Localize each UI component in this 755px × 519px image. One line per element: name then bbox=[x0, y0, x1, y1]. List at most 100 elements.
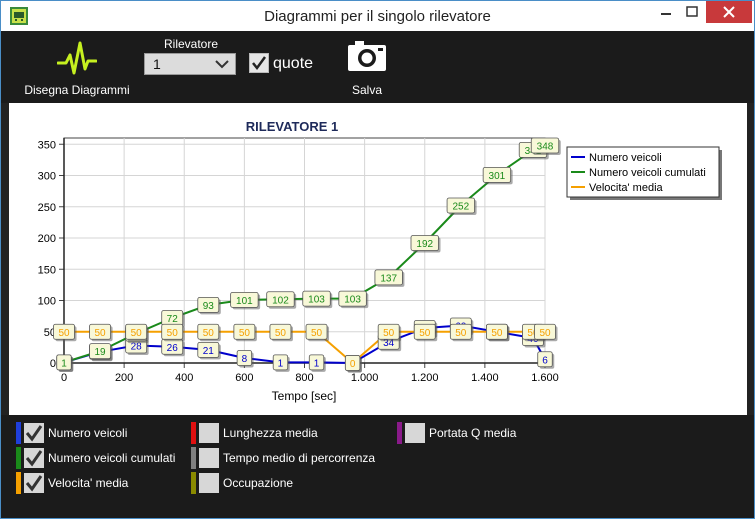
data-label-box bbox=[56, 354, 72, 371]
data-label: 1 bbox=[308, 354, 326, 372]
rilevatore-select[interactable]: 1 bbox=[144, 53, 236, 75]
data-label-text: 103 bbox=[344, 295, 361, 306]
save-button[interactable]: Salva bbox=[339, 35, 395, 99]
checkmark-icon bbox=[25, 450, 43, 467]
series-toggle-checkbox[interactable] bbox=[199, 473, 219, 493]
series-color-bar bbox=[191, 422, 196, 444]
data-label-text: 1 bbox=[314, 358, 320, 369]
draw-diagrams-label: Disegna Diagrammi bbox=[24, 83, 130, 97]
data-label-text: 26 bbox=[167, 343, 179, 354]
data-label: 50 bbox=[377, 323, 402, 342]
data-label-text: 19 bbox=[95, 347, 107, 358]
series-toggle-label: Tempo medio di percorrenza bbox=[223, 451, 376, 465]
chart-legend: Numero veicoli Numero veicoli cumulati Vel… bbox=[566, 146, 722, 200]
data-label: 137 bbox=[374, 269, 405, 287]
data-label: 50 bbox=[197, 323, 221, 342]
close-icon bbox=[723, 6, 735, 18]
data-label-text: 137 bbox=[380, 273, 397, 284]
chart-title: RILEVATORE 1 bbox=[246, 119, 338, 134]
data-label-box bbox=[233, 323, 256, 340]
app-icon bbox=[10, 7, 28, 25]
data-label: 50 bbox=[305, 323, 330, 342]
data-label: 26 bbox=[161, 338, 185, 357]
data-label: 50 bbox=[125, 323, 149, 342]
series-toggle-checkbox[interactable] bbox=[405, 423, 425, 443]
data-label: 101 bbox=[230, 291, 261, 310]
series-toggle-checkbox[interactable] bbox=[24, 473, 44, 493]
series-toggle-checkbox[interactable] bbox=[24, 423, 44, 443]
legend-box bbox=[566, 146, 720, 198]
data-label: 50 bbox=[53, 323, 77, 342]
data-label: 192 bbox=[410, 235, 441, 253]
toolbar: Disegna Diagrammi Rilevatore 1 quote Sal… bbox=[1, 31, 754, 103]
data-label-text: 1 bbox=[61, 358, 67, 369]
window-title: Diagrammi per il singolo rilevatore bbox=[264, 8, 491, 25]
series-color-bar bbox=[191, 472, 196, 494]
y-tick-label: 50 bbox=[44, 327, 56, 339]
y-tick-label: 0 bbox=[50, 358, 56, 370]
data-label: 103 bbox=[302, 290, 333, 309]
data-label-box bbox=[344, 355, 361, 371]
data-label-text: 103 bbox=[308, 295, 325, 306]
data-label-text: 21 bbox=[203, 346, 215, 357]
data-label-text: 93 bbox=[203, 301, 215, 312]
axis-layer: 0 200 400 600 800 1.000 1.200 1.400 1.600 0 50 100 1… bbox=[38, 138, 559, 384]
data-label-text: 192 bbox=[416, 239, 433, 250]
data-label-text: 50 bbox=[203, 328, 215, 339]
series-color-bar bbox=[191, 447, 196, 469]
data-label: 50 bbox=[269, 323, 293, 342]
data-label-text: 0 bbox=[350, 359, 356, 370]
data-label-text: 252 bbox=[452, 202, 469, 213]
data-label: 0 bbox=[344, 355, 362, 373]
series-color-bar bbox=[16, 472, 21, 494]
y-tick-label: 250 bbox=[38, 202, 56, 214]
data-label: 252 bbox=[446, 197, 477, 215]
data-label-text: 50 bbox=[275, 328, 287, 339]
data-label: 301 bbox=[482, 166, 513, 185]
close-button[interactable] bbox=[706, 1, 752, 23]
x-tick-label: 1.400 bbox=[471, 372, 499, 384]
data-label: 50 bbox=[485, 323, 510, 342]
data-label: 50 bbox=[534, 323, 558, 342]
data-label-text: 8 bbox=[242, 354, 248, 365]
data-label-box bbox=[302, 290, 331, 307]
data-label-text: 301 bbox=[489, 171, 506, 182]
data-label-box bbox=[449, 323, 472, 340]
title-bar: Diagrammi per il singolo rilevatore bbox=[1, 1, 754, 31]
chart-svg: 0 200 400 600 800 1.000 1.200 1.400 1.600 0 50 100 1… bbox=[38, 119, 722, 403]
series-toggle-item[interactable]: Velocita' media bbox=[16, 472, 206, 494]
data-label-box bbox=[89, 343, 111, 360]
legend-label: Velocita' media bbox=[589, 182, 664, 194]
data-label-text: 50 bbox=[455, 328, 467, 339]
series-toggle-item[interactable]: Tempo medio di percorrenza bbox=[191, 447, 381, 469]
data-label-text: 72 bbox=[167, 314, 179, 325]
series-toggle-checkbox[interactable] bbox=[24, 448, 44, 468]
quote-checkbox[interactable] bbox=[249, 53, 269, 73]
series-toggle-item[interactable]: Lunghezza media bbox=[191, 422, 381, 444]
series-toggle-item[interactable]: Occupazione bbox=[191, 472, 381, 494]
data-label-box bbox=[413, 323, 436, 340]
data-label-box bbox=[197, 341, 220, 358]
x-tick-label: 0 bbox=[61, 372, 67, 384]
maximize-button[interactable] bbox=[679, 1, 705, 23]
data-label-box bbox=[272, 354, 289, 371]
data-label: 1 bbox=[272, 354, 290, 372]
data-label-box bbox=[534, 323, 556, 340]
x-tick-label: 1.000 bbox=[351, 372, 379, 384]
series-toggle-checkbox[interactable] bbox=[199, 448, 219, 468]
series-color-bar bbox=[16, 422, 21, 444]
minimize-button[interactable] bbox=[653, 1, 679, 23]
data-label-box bbox=[89, 323, 111, 340]
series-toggle-item[interactable]: Numero veicoli cumulati bbox=[16, 447, 206, 469]
x-tick-label: 1.600 bbox=[531, 372, 559, 384]
data-label-text: 50 bbox=[58, 328, 70, 339]
series-toggle-label: Lunghezza media bbox=[223, 426, 318, 440]
heartbeat-icon bbox=[57, 41, 97, 75]
series-toggle-item[interactable]: Numero veicoli bbox=[16, 422, 206, 444]
series-toggle-label: Velocita' media bbox=[48, 476, 129, 490]
draw-diagrams-button[interactable]: Disegna Diagrammi bbox=[13, 35, 141, 99]
series-toggle-checkbox[interactable] bbox=[199, 423, 219, 443]
data-label-box bbox=[377, 323, 400, 340]
data-label-text: 348 bbox=[537, 142, 554, 153]
series-toggle-item[interactable]: Portata Q media bbox=[397, 422, 587, 444]
